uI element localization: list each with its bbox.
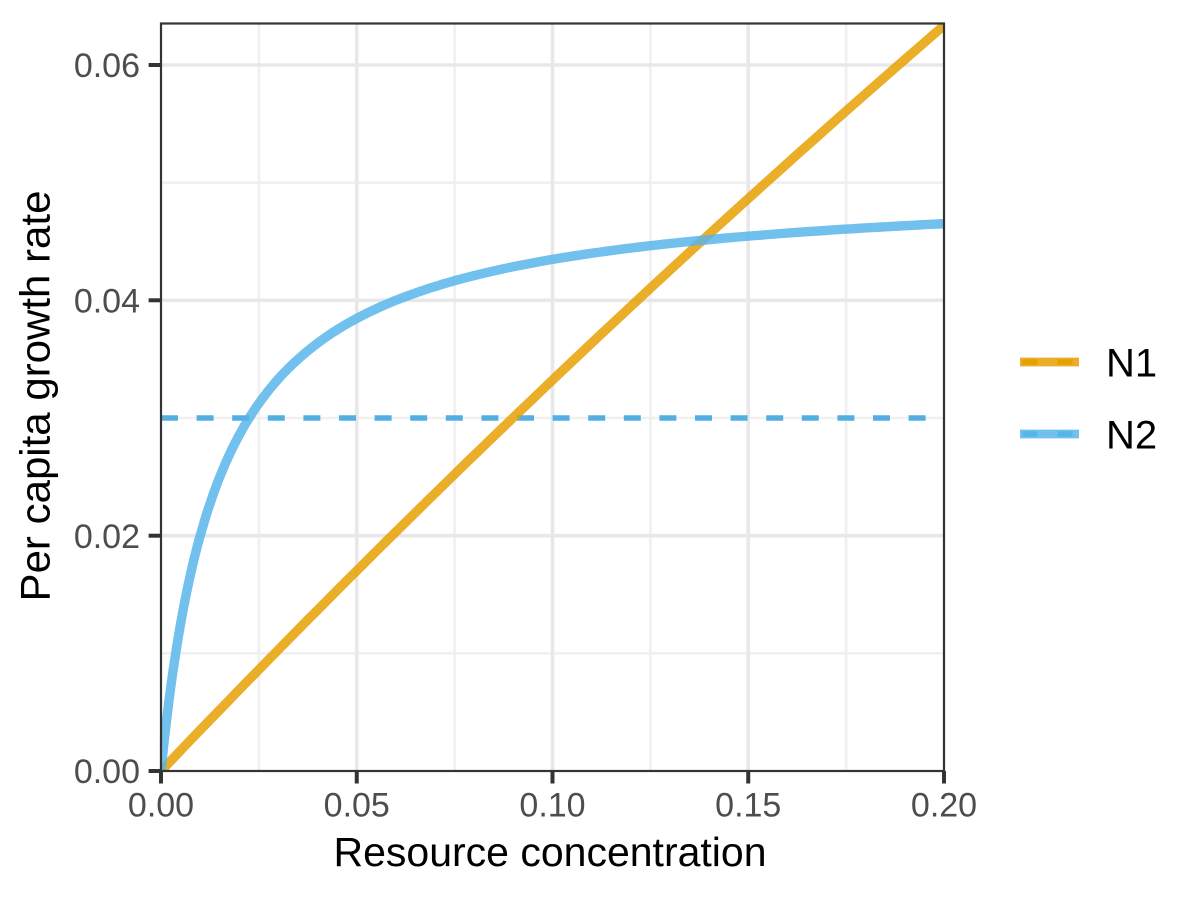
svg-text:Per capita growth rate: Per capita growth rate [12,191,59,602]
svg-text:0.10: 0.10 [519,787,585,825]
svg-text:N1: N1 [1106,341,1157,385]
svg-text:0.04: 0.04 [74,283,140,321]
svg-text:N2: N2 [1106,413,1157,457]
svg-text:0.02: 0.02 [74,518,140,556]
svg-text:0.05: 0.05 [324,787,390,825]
svg-text:0.15: 0.15 [715,787,781,825]
svg-text:0.00: 0.00 [128,787,194,825]
svg-text:0.00: 0.00 [74,753,140,791]
svg-text:0.20: 0.20 [911,787,977,825]
svg-text:Resource concentration: Resource concentration [333,829,766,875]
svg-text:0.06: 0.06 [74,47,140,85]
